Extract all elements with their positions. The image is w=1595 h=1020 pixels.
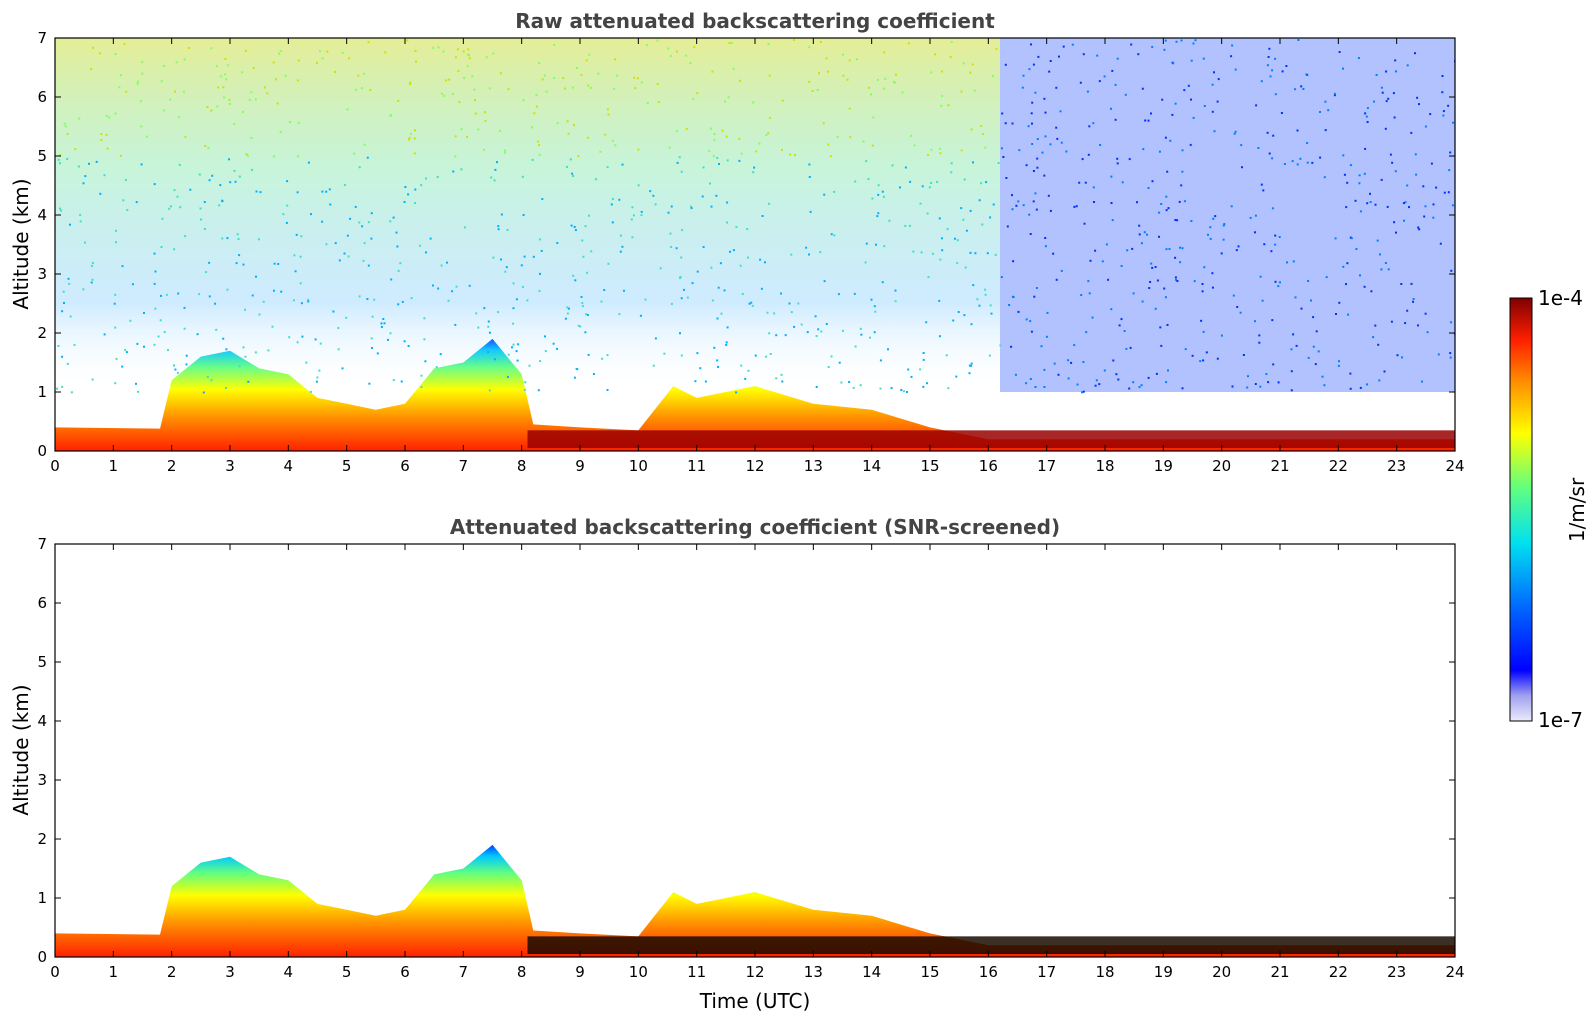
x-tick-label: 19 <box>1154 963 1173 981</box>
x-tick-label: 8 <box>517 457 527 475</box>
x-tick-label: 3 <box>225 457 235 475</box>
x-tick-label: 0 <box>50 457 60 475</box>
colorbar-min-label: 1e-7 <box>1538 708 1583 732</box>
x-tick-label: 10 <box>629 963 648 981</box>
noise-region-day <box>55 38 1000 392</box>
x-tick-label: 2 <box>167 963 177 981</box>
x-tick-label: 7 <box>459 963 469 981</box>
y-tick-label: 2 <box>37 324 47 342</box>
y-tick-label: 1 <box>37 383 47 401</box>
x-tick-label: 6 <box>400 457 410 475</box>
x-tick-label: 11 <box>687 457 706 475</box>
y-tick-label: 3 <box>37 265 47 283</box>
surface-return-band <box>527 936 1455 955</box>
panel-screened-y-axis: 0 1 2 3 4 5 6 7 <box>37 535 1455 966</box>
x-tick-label: 12 <box>745 457 764 475</box>
x-tick-label: 4 <box>284 963 294 981</box>
x-tick-label: 9 <box>575 963 585 981</box>
x-tick-label: 5 <box>342 457 352 475</box>
panel-screened-x-axis: 0 1 2 3 4 5 6 7 8 9 10 11 12 13 14 15 16 17 18 19 20 21 22 23 24 <box>50 544 1465 981</box>
y-tick-label: 7 <box>37 535 47 553</box>
colorbar-gradient <box>1509 297 1533 722</box>
x-tick-label: 12 <box>745 963 764 981</box>
x-tick-label: 11 <box>687 963 706 981</box>
x-tick-label: 3 <box>225 963 235 981</box>
x-tick-label: 14 <box>862 963 881 981</box>
y-tick-label: 5 <box>37 653 47 671</box>
y-tick-label: 0 <box>37 948 47 966</box>
y-tick-label: 6 <box>37 594 47 612</box>
x-tick-label: 16 <box>979 457 998 475</box>
y-tick-label: 0 <box>37 442 47 460</box>
x-tick-label: 22 <box>1329 963 1348 981</box>
y-tick-label: 1 <box>37 889 47 907</box>
panel-screened-ylabel: Altitude (km) <box>9 684 33 815</box>
x-tick-label: 23 <box>1387 963 1406 981</box>
colorbar: 1e-4 1e-7 1/m/sr <box>1509 286 1589 732</box>
boundary-layer-area <box>55 338 1455 451</box>
noise-speckle <box>56 38 1455 394</box>
x-tick-label: 24 <box>1445 457 1464 475</box>
y-tick-label: 3 <box>37 771 47 789</box>
x-tick-label: 4 <box>284 457 294 475</box>
y-tick-label: 4 <box>37 206 47 224</box>
x-tick-label: 16 <box>979 963 998 981</box>
x-tick-label: 6 <box>400 963 410 981</box>
x-tick-label: 23 <box>1387 457 1406 475</box>
x-tick-label: 15 <box>920 963 939 981</box>
noise-region-night <box>1000 38 1455 392</box>
x-tick-label: 18 <box>1095 963 1114 981</box>
x-tick-label: 21 <box>1270 963 1289 981</box>
panel-screened-title: Attenuated backscattering coefficient (S… <box>450 515 1060 539</box>
panel-screened-heatmap <box>55 844 1455 957</box>
colorbar-max-label: 1e-4 <box>1538 286 1583 310</box>
colorbar-unit-label: 1/m/sr <box>1565 477 1589 542</box>
panel-raw: Raw attenuated backscattering coefficien… <box>9 9 1465 475</box>
panel-raw-title: Raw attenuated backscattering coefficien… <box>515 9 995 33</box>
x-tick-label: 20 <box>1212 457 1231 475</box>
x-tick-label: 22 <box>1329 457 1348 475</box>
panel-raw-heatmap <box>55 38 1455 451</box>
x-tick-label: 7 <box>459 457 469 475</box>
y-tick-label: 6 <box>37 88 47 106</box>
x-tick-label: 13 <box>804 457 823 475</box>
surface-return-band <box>527 430 1455 449</box>
x-tick-label: 13 <box>804 963 823 981</box>
x-tick-label: 24 <box>1445 963 1464 981</box>
x-tick-label: 21 <box>1270 457 1289 475</box>
y-tick-label: 7 <box>37 29 47 47</box>
panel-screened-xlabel: Time (UTC) <box>699 989 811 1013</box>
x-tick-label: 1 <box>109 963 119 981</box>
x-tick-label: 8 <box>517 963 527 981</box>
x-tick-label: 0 <box>50 963 60 981</box>
x-tick-label: 17 <box>1037 963 1056 981</box>
x-tick-label: 10 <box>629 457 648 475</box>
x-tick-label: 15 <box>920 457 939 475</box>
y-tick-label: 2 <box>37 830 47 848</box>
panel-raw-ylabel: Altitude (km) <box>9 178 33 309</box>
x-tick-label: 5 <box>342 963 352 981</box>
panel-screened: Attenuated backscattering coefficient (S… <box>9 515 1465 1013</box>
panel-raw-x-axis: 0 1 2 3 4 5 6 7 8 9 10 11 12 13 14 15 16 17 18 19 20 21 22 23 24 <box>50 38 1465 475</box>
y-tick-label: 4 <box>37 712 47 730</box>
panel-raw-y-axis: 0 1 2 3 4 5 6 7 <box>37 29 1455 460</box>
x-tick-label: 14 <box>862 457 881 475</box>
x-tick-label: 20 <box>1212 963 1231 981</box>
x-tick-label: 18 <box>1095 457 1114 475</box>
boundary-layer-area <box>55 844 1455 957</box>
x-tick-label: 19 <box>1154 457 1173 475</box>
x-tick-label: 2 <box>167 457 177 475</box>
x-tick-label: 1 <box>109 457 119 475</box>
y-tick-label: 5 <box>37 147 47 165</box>
x-tick-label: 9 <box>575 457 585 475</box>
x-tick-label: 17 <box>1037 457 1056 475</box>
